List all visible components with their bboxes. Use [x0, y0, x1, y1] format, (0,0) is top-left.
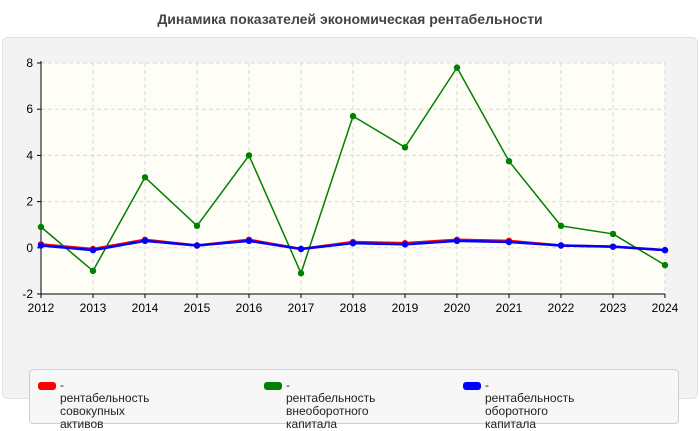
data-point-2	[349, 239, 357, 247]
legend-swatch-blue	[463, 382, 481, 390]
data-point-1	[453, 64, 461, 71]
y-tick-label: 2	[26, 195, 33, 209]
y-tick-label: 6	[26, 102, 33, 116]
x-tick-label: 2021	[496, 301, 523, 315]
data-point-1	[245, 152, 253, 159]
data-point-1	[609, 230, 617, 238]
data-point-1	[349, 112, 357, 120]
x-tick-label: 2019	[392, 301, 419, 315]
x-tick-label: 2024	[652, 301, 679, 315]
legend-swatch-green	[264, 382, 282, 390]
x-tick-label: 2020	[444, 301, 471, 315]
data-point-2	[141, 237, 149, 245]
data-point-1	[141, 174, 149, 181]
data-point-2	[37, 242, 45, 249]
data-point-1	[297, 270, 305, 277]
chart-panel: -2 0 2 4 6 8 2012 2013 2014 2015 2016 2017 2018 2019 2…	[2, 37, 698, 431]
chart-title: Динамика показателей экономическая рента…	[157, 11, 543, 27]
data-point-2	[609, 243, 617, 250]
data-point-1	[557, 222, 565, 230]
data-point-2	[557, 242, 565, 249]
data-point-2	[453, 237, 461, 245]
data-point-2	[401, 241, 409, 248]
data-point-1	[193, 222, 201, 230]
x-tick-label: 2022	[548, 301, 575, 315]
x-tick-label: 2018	[340, 301, 367, 315]
legend: - рентабельность совокупных активов - ре…	[29, 369, 679, 431]
y-tick-label: 8	[26, 56, 33, 70]
data-point-2	[245, 237, 253, 245]
x-tick-label: 2014	[132, 301, 159, 315]
y-tick-label: 4	[26, 148, 33, 162]
data-point-2	[193, 242, 201, 249]
data-point-2	[661, 246, 669, 254]
y-tick-label: 0	[26, 241, 33, 255]
legend-label: - рентабельность внеоборотного капитала	[286, 378, 376, 431]
data-point-2	[297, 245, 305, 253]
x-tick-label: 2023	[600, 301, 627, 315]
data-point-2	[505, 238, 513, 246]
y-tick-label: -2	[22, 287, 33, 301]
data-point-1	[401, 144, 409, 151]
legend-label: - рентабельность оборотного капитала	[485, 378, 575, 431]
x-tick-label: 2012	[28, 301, 55, 315]
legend-swatch-red	[38, 382, 56, 390]
data-point-1	[89, 267, 97, 275]
data-point-2	[89, 246, 97, 254]
data-point-1	[661, 261, 669, 269]
x-tick-label: 2017	[288, 301, 315, 315]
data-point-1	[37, 223, 45, 231]
x-tick-label: 2013	[80, 301, 107, 315]
legend-label: - рентабельность совокупных активов	[60, 378, 150, 431]
chart-area: -2 0 2 4 6 8 2012 2013 2014 2015 2016 2017 2018 2019 2…	[22, 56, 679, 315]
data-point-1	[505, 157, 513, 165]
x-tick-label: 2015	[184, 301, 211, 315]
x-tick-label: 2016	[236, 301, 263, 315]
